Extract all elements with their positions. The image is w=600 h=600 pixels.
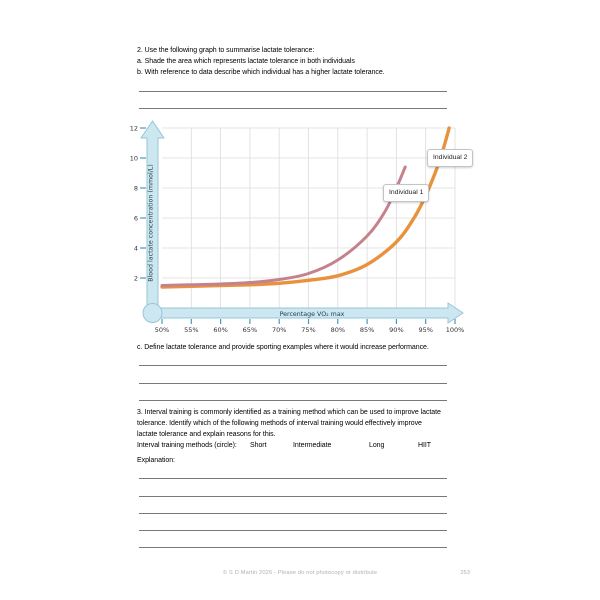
y-tick-label: 4 <box>134 244 138 252</box>
y-tick-label: 6 <box>134 214 138 222</box>
curve-individual-1 <box>160 165 407 287</box>
method-option-short: Short <box>250 442 267 449</box>
series-label-text: Individual 2 <box>433 154 468 161</box>
question-2b: b. With reference to data describe which… <box>137 69 385 76</box>
x-axis-arrow <box>159 302 464 324</box>
answer-line <box>139 383 447 384</box>
x-tick-label: 100% <box>446 326 465 334</box>
y-tick-label: 2 <box>134 274 138 282</box>
method-option-intermediate: Intermediate <box>293 442 332 449</box>
answer-line <box>139 400 447 401</box>
footer-copyright: © S D Martin 2026 - Please do not photoc… <box>222 570 378 576</box>
curve-individual-2 <box>160 126 451 289</box>
series-label-individual-2: Individual 2 <box>427 149 474 167</box>
x-tick-label: 90% <box>389 326 403 334</box>
x-axis-label: Percentage VO₂ max <box>280 311 345 318</box>
x-tick-label: 65% <box>243 326 257 334</box>
x-tick-label: 50% <box>155 326 169 334</box>
x-tick-label: 75% <box>301 326 315 334</box>
y-tick-label: 8 <box>134 184 138 192</box>
y-axis-arrow <box>140 120 165 312</box>
explanation-label: Explanation: <box>137 457 175 464</box>
question-c: c. Define lactate tolerance and provide … <box>137 342 429 353</box>
question-c-text: c. Define lactate tolerance and provide … <box>137 344 429 351</box>
x-tick-label: 60% <box>213 326 227 334</box>
methods-label: Interval training methods (circle): <box>137 442 237 449</box>
y-tick-label: 12 <box>130 124 138 132</box>
answer-line <box>139 478 447 479</box>
x-tick-label: 55% <box>184 326 198 334</box>
question-2-intro: 2. Use the following graph to summarise … <box>137 47 315 54</box>
lactate-tolerance-chart: 50% 55% 60% 65% 70% 75% 80% 85% 90% 95% 100% 2 4 6 8 10… <box>130 108 475 343</box>
question-3-line: tolerance. Identify which of the followi… <box>137 420 422 427</box>
question-2: 2. Use the following graph to summarise … <box>137 45 385 78</box>
answer-line <box>139 513 447 514</box>
y-axis-label: Blood lactate concentration (mmol/L) <box>148 164 155 282</box>
answer-line <box>139 108 447 109</box>
series-label-individual-1: Individual 1 <box>383 184 430 202</box>
answer-line <box>139 530 447 531</box>
x-tick-label: 95% <box>418 326 432 334</box>
answer-line <box>139 496 447 497</box>
question-3-line: 3. Interval training is commonly identif… <box>137 409 441 416</box>
axis-origin-circle <box>142 303 163 323</box>
question-3-line: lactate tolerance and explain reasons fo… <box>137 431 276 438</box>
x-tick-label: 70% <box>272 326 286 334</box>
y-tick-label: 10 <box>130 154 138 162</box>
answer-line <box>139 91 447 92</box>
footer-page-number: 253 <box>460 570 470 576</box>
question-2a: a. Shade the area which represents lacta… <box>137 58 355 65</box>
answer-line <box>139 365 447 366</box>
series-label-text: Individual 1 <box>389 189 424 196</box>
x-tick-label: 85% <box>360 326 374 334</box>
method-option-long: Long <box>369 442 385 449</box>
question-3: 3. Interval training is commonly identif… <box>137 407 441 440</box>
method-option-hiit: HIIT <box>418 442 432 449</box>
lactate-graph-canvas: 50% 55% 60% 65% 70% 75% 80% 85% 90% 95% 100% 2 4 6 8 10… <box>130 120 465 334</box>
x-tick-label: 80% <box>331 326 345 334</box>
answer-line <box>139 547 447 548</box>
